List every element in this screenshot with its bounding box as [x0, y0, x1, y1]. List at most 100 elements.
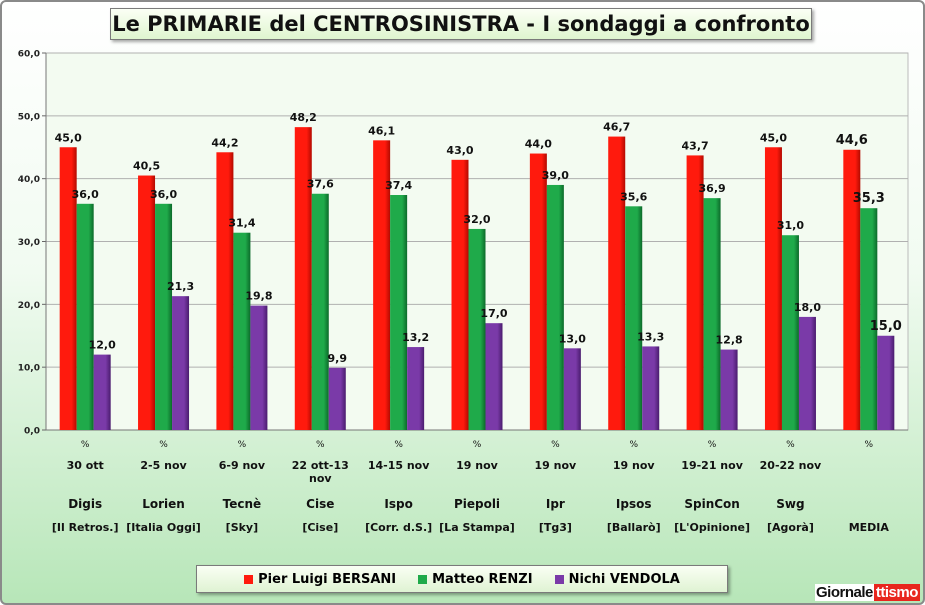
x-date-label: nov: [309, 472, 332, 485]
x-source-label: [Tg3]: [539, 521, 572, 534]
x-date-label: 19-21 nov: [681, 459, 743, 472]
x-source-label: [Il Retros.]: [52, 521, 119, 534]
data-label-vendola: 13,3: [637, 330, 664, 343]
bar-vendola: [563, 348, 581, 430]
x-date-label: 20-22 nov: [760, 459, 822, 472]
x-unit-label: %: [865, 440, 874, 450]
data-label-bersani: 46,1: [368, 124, 395, 137]
x-date-label: 19 nov: [535, 459, 578, 472]
data-label-renzi: 35,3: [853, 191, 885, 206]
legend-swatch-bersani: [244, 574, 254, 584]
bar-renzi: [76, 203, 94, 430]
bar-bersani: [764, 147, 782, 430]
bar-vendola: [172, 296, 190, 430]
data-label-renzi: 31,4: [228, 217, 255, 230]
data-label-vendola: 13,2: [402, 331, 429, 344]
bar-renzi: [390, 195, 408, 430]
brand-logo: Giornale ttismo: [815, 582, 920, 602]
legend: Pier Luigi BERSANI Matteo RENZI Nichi VE…: [196, 565, 728, 593]
x-unit-label: %: [786, 440, 795, 450]
data-label-renzi: 36,0: [72, 188, 99, 201]
brand-logo-part2: ttismo: [873, 583, 920, 601]
bar-renzi: [468, 228, 486, 430]
data-label-renzi: 31,0: [777, 219, 804, 232]
x-date-label: 30 ott: [67, 459, 104, 472]
chart-title: Le PRIMARIE del CENTROSINISTRA - I sonda…: [110, 8, 812, 40]
bar-bersani: [529, 153, 547, 431]
x-date-label: 22 ott-13: [292, 459, 349, 472]
x-source-label: [La Stampa]: [439, 521, 515, 534]
bar-renzi: [155, 203, 173, 430]
bar-renzi: [625, 206, 643, 430]
legend-swatch-vendola: [554, 574, 564, 584]
data-label-bersani: 43,0: [446, 144, 473, 157]
x-source-label: [Corr. d.S.]: [365, 521, 432, 534]
data-label-renzi: 37,4: [385, 179, 412, 192]
data-label-renzi: 35,6: [620, 190, 647, 203]
bar-bersani: [59, 147, 77, 430]
y-tick-label: 20,0: [18, 301, 40, 311]
x-unit-label: %: [629, 440, 638, 450]
bar-renzi: [546, 184, 564, 430]
bar-bersani: [294, 127, 312, 430]
data-label-renzi: 36,0: [150, 188, 177, 201]
data-label-bersani: 44,2: [211, 136, 238, 149]
x-institute-label: Swg: [776, 497, 804, 511]
data-label-renzi: 32,0: [463, 213, 490, 226]
bar-renzi: [311, 193, 329, 430]
data-label-vendola: 21,3: [167, 280, 194, 293]
legend-label-renzi: Matteo RENZI: [432, 571, 533, 587]
x-institute-label: Ipsos: [616, 497, 652, 511]
bar-bersani: [451, 159, 469, 431]
data-label-renzi: 39,0: [542, 169, 569, 182]
data-label-bersani: 46,7: [603, 121, 630, 134]
data-label-vendola: 12,8: [716, 334, 743, 347]
data-label-bersani: 45,0: [55, 131, 82, 144]
x-date-label: 2-5 nov: [140, 459, 187, 472]
bar-vendola: [485, 323, 503, 430]
x-institute-label: Ipr: [546, 497, 565, 511]
y-tick-label: 10,0: [18, 364, 40, 374]
data-label-bersani: 44,6: [836, 133, 868, 148]
bar-vendola: [720, 349, 738, 430]
x-unit-label: %: [473, 440, 482, 450]
bar-vendola: [877, 335, 895, 430]
bar-bersani: [138, 175, 156, 430]
bar-vendola: [798, 316, 816, 430]
data-label-vendola: 15,0: [870, 319, 902, 334]
bar-vendola: [93, 354, 111, 430]
x-institute-label: Cise: [306, 497, 334, 511]
legend-swatch-renzi: [418, 574, 428, 584]
data-label-bersani: 48,2: [290, 111, 317, 124]
x-unit-label: %: [316, 440, 325, 450]
data-label-renzi: 37,6: [307, 178, 334, 191]
legend-item-bersani: Pier Luigi BERSANI: [244, 572, 396, 587]
y-tick-label: 40,0: [18, 175, 40, 185]
data-label-bersani: 44,0: [525, 138, 552, 151]
data-label-renzi: 36,9: [699, 182, 726, 195]
data-label-vendola: 19,8: [245, 290, 272, 303]
data-label-bersani: 45,0: [760, 131, 787, 144]
x-unit-label: %: [551, 440, 560, 450]
x-unit-label: %: [81, 440, 90, 450]
y-tick-label: 30,0: [18, 238, 40, 248]
x-institute-label: Lorien: [142, 497, 185, 511]
data-label-vendola: 9,9: [328, 352, 348, 365]
data-label-vendola: 12,0: [89, 339, 116, 352]
bar-bersani: [843, 149, 861, 430]
bar-bersani: [373, 140, 391, 431]
bar-vendola: [407, 347, 425, 430]
data-label-vendola: 13,0: [559, 332, 586, 345]
bar-bersani: [686, 155, 704, 430]
x-date-label: 14-15 nov: [368, 459, 430, 472]
x-date-label: 19 nov: [613, 459, 656, 472]
legend-label-vendola: Nichi VENDOLA: [568, 571, 680, 587]
x-institute-label: Piepoli: [454, 497, 500, 511]
y-tick-label: 60,0: [18, 50, 40, 60]
data-label-vendola: 18,0: [794, 301, 821, 314]
legend-item-vendola: Nichi VENDOLA: [554, 571, 680, 587]
bar-bersani: [216, 152, 234, 430]
x-source-label: [Ballarò]: [607, 521, 661, 534]
y-tick-label: 50,0: [18, 112, 40, 122]
